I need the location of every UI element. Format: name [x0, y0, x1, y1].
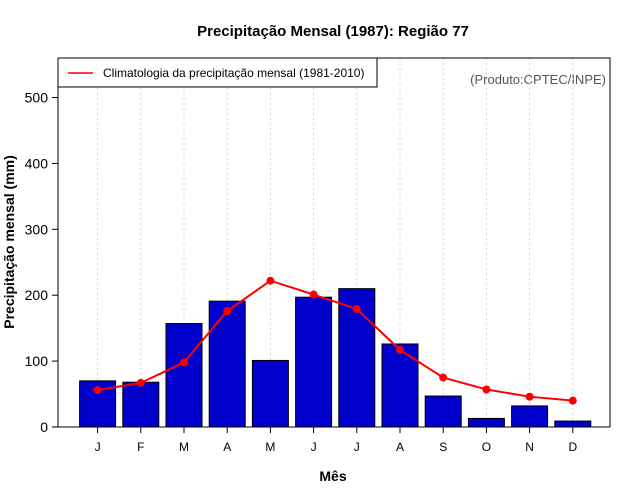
bar-8 — [381, 343, 419, 428]
bar-10 — [467, 417, 505, 428]
x-axis-label: Mês — [319, 468, 346, 484]
climatology-point-6 — [309, 290, 318, 299]
legend-label: Climatologia da precipitação mensal (198… — [103, 66, 364, 80]
climatology-point-2 — [136, 378, 145, 387]
y-tick-label: 200 — [25, 287, 49, 303]
y-tick-label: 100 — [25, 353, 49, 369]
y-axis: 0 100 200 300 400 500 — [25, 90, 58, 435]
climatology-point-8 — [396, 345, 404, 354]
legend-box — [57, 57, 378, 88]
x-tick-label: S — [439, 440, 447, 454]
x-tick-label: A — [396, 440, 404, 454]
bar-12 — [554, 420, 592, 428]
x-tick-label: F — [137, 440, 144, 454]
x-tick-label: J — [311, 440, 317, 454]
bar-4 — [208, 300, 246, 428]
y-tick-label: 500 — [25, 90, 49, 106]
x-tick-label: J — [95, 440, 101, 454]
climatology-point-1 — [93, 386, 102, 395]
y-tick-label: 0 — [40, 419, 48, 435]
climatology-line-group — [93, 276, 577, 405]
bar-6 — [295, 296, 333, 428]
y-axis-label: Precipitação mensal (mm) — [1, 155, 17, 329]
climatology-point-7 — [352, 305, 361, 314]
climatology-point-12 — [568, 396, 577, 405]
x-tick-label: M — [265, 440, 275, 454]
climatology-point-10 — [482, 385, 491, 394]
climatology-point-5 — [266, 276, 275, 285]
bar-11 — [511, 405, 549, 428]
bar-3 — [165, 323, 203, 428]
climatology-point-9 — [439, 373, 448, 382]
y-tick-label: 400 — [25, 155, 49, 171]
x-tick-label: J — [354, 440, 360, 454]
bar-2 — [122, 381, 160, 428]
grid-lines — [97, 58, 574, 427]
x-tick-label: N — [525, 440, 534, 454]
legend: Climatologia da precipitação mensal (198… — [57, 57, 378, 88]
credit-text: (Produto:CPTEC/INPE) — [470, 72, 606, 87]
climatology-point-3 — [180, 358, 188, 367]
climatology-point-11 — [525, 392, 534, 401]
bar-9 — [424, 395, 462, 428]
chart-title: Precipitação Mensal (1987): Região 77 — [197, 23, 469, 40]
x-tick-label: O — [482, 440, 491, 454]
climatology-line — [97, 279, 573, 402]
bar-5 — [251, 359, 289, 428]
x-tick-label: A — [223, 440, 231, 454]
x-tick-label: M — [179, 440, 189, 454]
x-tick-label: D — [568, 440, 577, 454]
bars — [79, 288, 592, 428]
climatology-point-4 — [223, 307, 232, 316]
y-tick-label: 300 — [25, 221, 49, 237]
